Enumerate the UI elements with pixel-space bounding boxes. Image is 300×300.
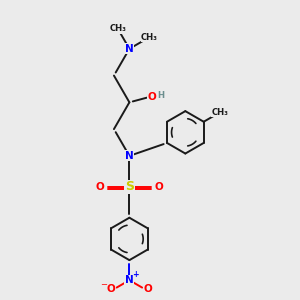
Text: N: N xyxy=(125,275,134,285)
Text: CH₃: CH₃ xyxy=(141,33,158,42)
Text: O: O xyxy=(143,284,152,294)
Text: +: + xyxy=(132,270,139,279)
Text: N: N xyxy=(125,151,134,161)
Text: O: O xyxy=(107,284,116,294)
Text: N: N xyxy=(125,44,134,54)
Text: H: H xyxy=(157,91,164,100)
Text: −: − xyxy=(100,280,107,289)
Text: O: O xyxy=(96,182,104,192)
Text: O: O xyxy=(147,92,156,102)
Text: CH₃: CH₃ xyxy=(211,108,228,117)
Text: S: S xyxy=(125,180,134,193)
Text: CH₃: CH₃ xyxy=(110,24,126,33)
Text: O: O xyxy=(154,182,163,192)
